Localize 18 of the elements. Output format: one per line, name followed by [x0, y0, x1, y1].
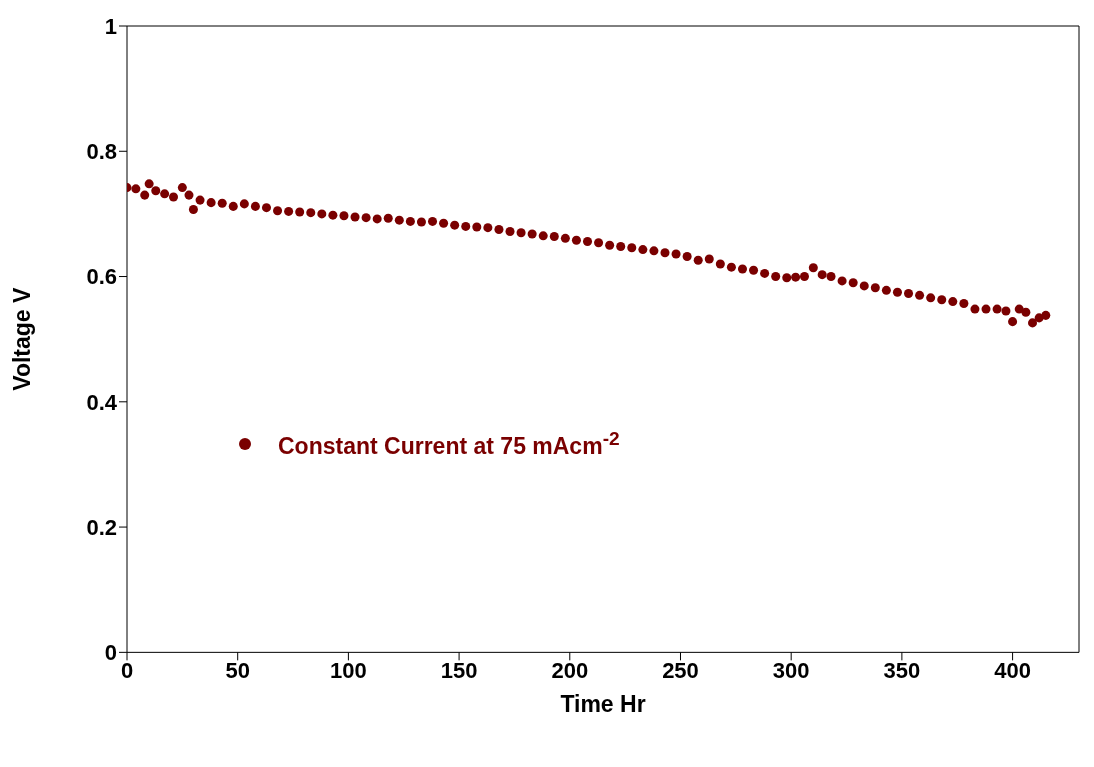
y-axis-title: Voltage V [9, 286, 36, 391]
x-tick-label: 0 [120, 657, 134, 683]
x-axis-title: Time Hr [560, 691, 646, 718]
y-tick-label: 0.2 [86, 514, 117, 540]
y-tick-label: 0.8 [86, 139, 117, 165]
x-tick-label: 250 [662, 657, 699, 683]
x-tick-label: 400 [994, 657, 1031, 683]
y-tick-label: 0.4 [86, 389, 118, 415]
y-tick-label: 0 [104, 640, 117, 666]
x-tick-label: 150 [440, 657, 478, 683]
legend-label: Constant Current at 75 mAcm$^{-2}$ [278, 428, 620, 460]
y-tick-label: 1 [104, 13, 117, 39]
x-tick-label: 350 [883, 657, 921, 683]
x-tick-label: 200 [551, 657, 589, 683]
x-tick-label: 300 [772, 657, 810, 683]
x-tick-label: 50 [225, 657, 250, 683]
x-tick-label: 100 [330, 657, 367, 683]
y-tick-label: 0.6 [86, 264, 117, 290]
